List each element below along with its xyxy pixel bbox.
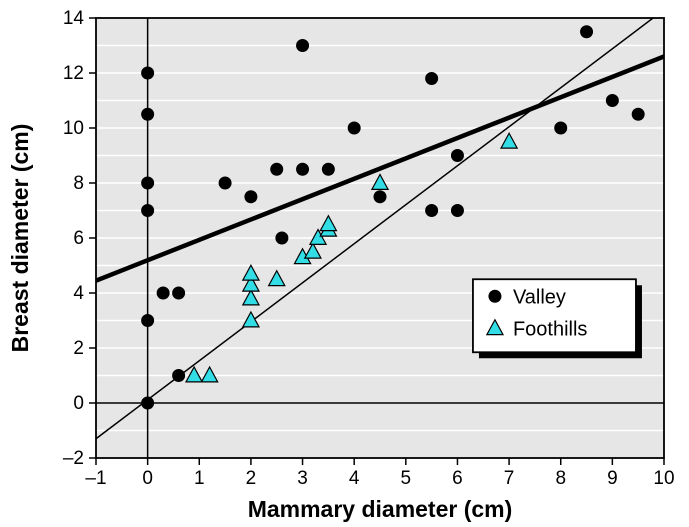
scatter-chart: –1012345678910–202468101214Mammary diame… [0,0,689,527]
data-point [142,177,154,189]
data-point [142,108,154,120]
data-point [489,290,501,302]
y-tick-label: 6 [73,228,84,249]
x-tick-label: 7 [504,468,515,489]
data-point [322,163,334,175]
data-point [297,40,309,52]
y-tick-label: 0 [73,393,84,414]
data-point [142,205,154,217]
x-tick-label: 10 [653,468,674,489]
y-tick-label: 10 [63,118,84,139]
data-point [173,287,185,299]
y-tick-label: 2 [73,338,84,359]
x-tick-label: 5 [401,468,412,489]
y-tick-label: –2 [63,448,84,469]
data-point [426,205,438,217]
data-point [157,287,169,299]
data-point [271,163,283,175]
x-tick-label: 6 [452,468,463,489]
data-point [276,232,288,244]
data-point [297,163,309,175]
data-point [555,122,567,134]
data-point [451,205,463,217]
data-point [142,397,154,409]
data-point [245,191,257,203]
data-point [173,370,185,382]
y-tick-label: 4 [73,283,84,304]
y-tick-label: 8 [73,173,84,194]
data-point [348,122,360,134]
x-tick-label: 8 [555,468,566,489]
legend-marker [489,290,501,302]
legend-label: Valley [513,286,566,308]
data-point [632,108,644,120]
chart-container: –1012345678910–202468101214Mammary diame… [0,0,689,527]
y-tick-label: 14 [63,8,85,29]
x-tick-label: 9 [607,468,618,489]
y-tick-label: 12 [63,63,84,84]
data-point [219,177,231,189]
data-point [142,67,154,79]
x-tick-label: –1 [85,468,106,489]
y-axis-label: Breast diameter (cm) [7,124,33,353]
data-point [142,315,154,327]
x-axis-label: Mammary diameter (cm) [248,496,513,522]
data-point [581,26,593,38]
data-point [374,191,386,203]
x-tick-label: 2 [246,468,257,489]
x-tick-label: 4 [349,468,360,489]
data-point [451,150,463,162]
x-tick-label: 1 [194,468,205,489]
data-point [426,73,438,85]
x-tick-label: 3 [297,468,308,489]
x-tick-label: 0 [142,468,153,489]
legend-label: Foothills [513,318,587,340]
data-point [606,95,618,107]
